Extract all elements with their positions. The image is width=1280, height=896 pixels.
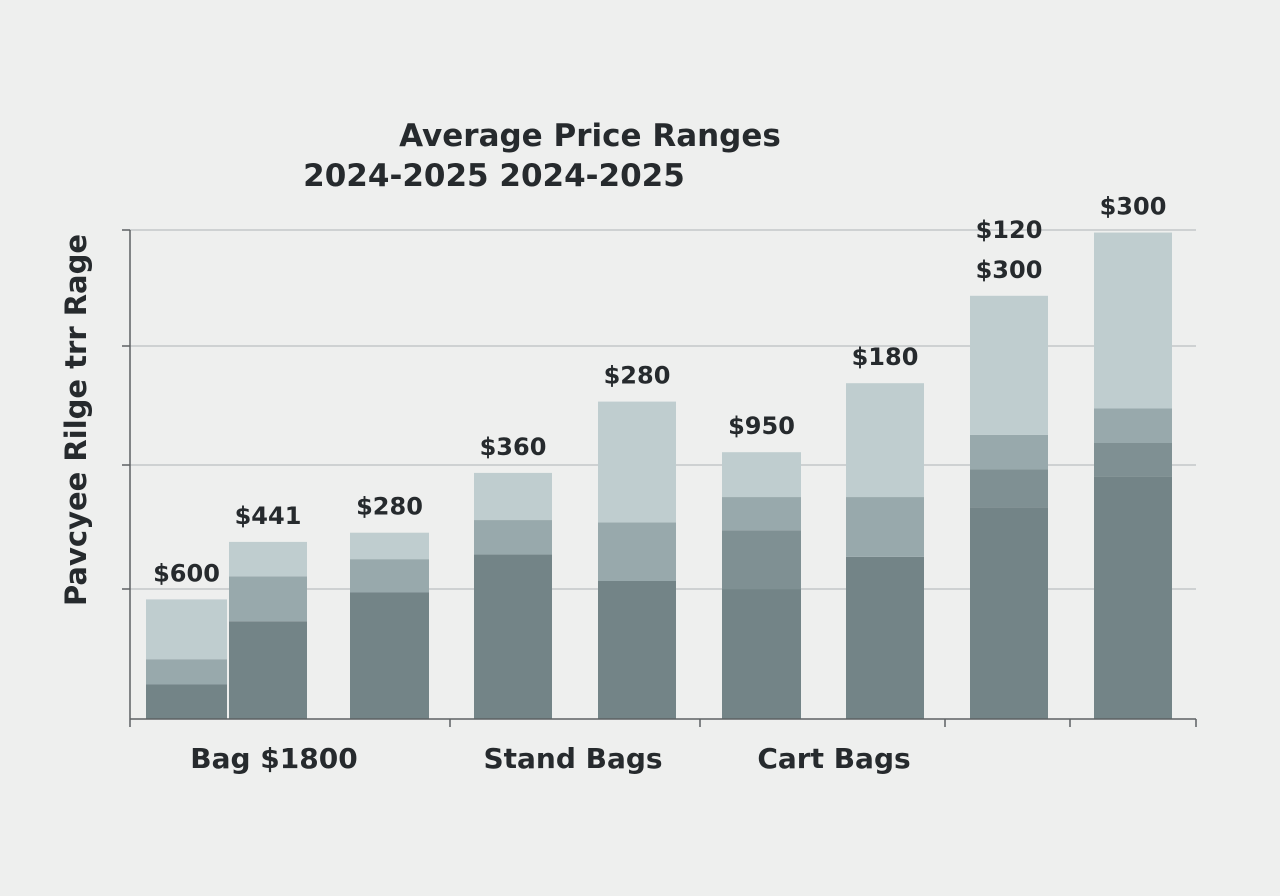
bar-6-value-label: $950: [728, 412, 795, 440]
bar-1-value-label: $600: [153, 559, 220, 587]
bar-7-segment-2: [846, 497, 924, 557]
bar-3-value-label: $280: [356, 493, 423, 521]
bar-7-value-label: $180: [852, 343, 919, 371]
bar-9-segment-3: [1094, 408, 1172, 443]
bar-5-segment-1: [598, 581, 676, 719]
bar-9-segment-4: [1094, 232, 1172, 409]
bar-2-value-label: $441: [235, 502, 302, 530]
bar-1-segment-1: [146, 684, 227, 719]
bar-7-segment-1: [846, 556, 924, 719]
category-label-3: Cart Bags: [757, 742, 910, 775]
bar-6-segment-2: [722, 530, 801, 590]
bar-9-segment-1: [1094, 476, 1172, 719]
bar-3-segment-3: [350, 532, 429, 560]
bar-4-value-label: $360: [480, 433, 547, 461]
category-label-2: Stand Bags: [483, 742, 662, 775]
bar-7-segment-3: [846, 383, 924, 498]
bar-8-segment-2: [970, 469, 1048, 508]
bars: [146, 232, 1172, 719]
chart-title: Average Price Ranges: [399, 118, 781, 154]
bar-1-segment-3: [146, 599, 227, 660]
bar-1-segment-2: [146, 659, 227, 685]
bar-3-segment-2: [350, 559, 429, 593]
axes: [122, 229, 1197, 727]
chart-subtitle: 2024-2025 2024-2025: [303, 158, 685, 194]
bar-8-segment-1: [970, 507, 1048, 719]
bar-8-segment-3: [970, 434, 1048, 470]
bar-9-segment-2: [1094, 443, 1172, 477]
bar-5-segment-2: [598, 522, 676, 581]
bar-8-value-label-1: $300: [976, 256, 1043, 284]
data-labels: $600 $441 $280 $360 $280 $950 $180 $300 $120 $300: [153, 193, 1166, 588]
bar-9-value-label: $300: [1100, 193, 1167, 221]
bar-4-segment-2: [474, 520, 552, 555]
bar-8-value-label-2: $120: [976, 216, 1043, 244]
y-axis-label: Pavcyee Rilge trr Rage: [59, 234, 93, 606]
bar-2-segment-1: [229, 621, 307, 719]
bar-8-segment-4: [970, 295, 1048, 435]
bar-6-segment-4: [722, 452, 801, 498]
bar-6-segment-1: [722, 589, 801, 719]
bar-6-segment-3: [722, 497, 801, 531]
bar-4-segment-3: [474, 472, 552, 521]
bar-4-segment-1: [474, 554, 552, 719]
bar-2-segment-2: [229, 576, 307, 622]
bar-5-segment-3: [598, 401, 676, 523]
bar-2-segment-3: [229, 541, 307, 577]
category-label-1: Bag $1800: [190, 742, 357, 775]
bar-3-segment-1: [350, 592, 429, 719]
bar-5-value-label: $280: [604, 362, 671, 390]
